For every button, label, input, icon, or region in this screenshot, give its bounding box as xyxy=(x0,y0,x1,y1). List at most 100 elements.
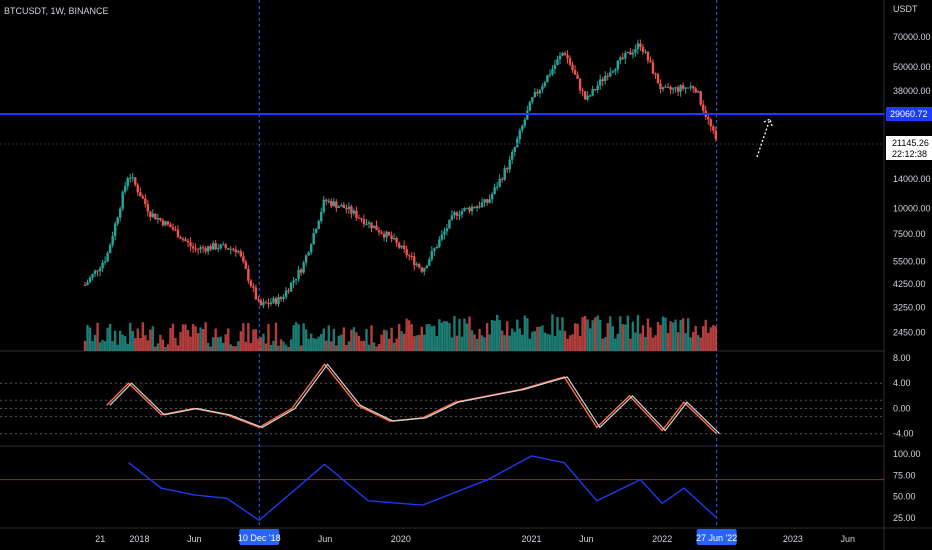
candle-body xyxy=(583,91,587,100)
time-axis-tick: 2023 xyxy=(783,534,803,544)
volume-bar xyxy=(684,333,687,351)
candle-body xyxy=(558,55,562,60)
candle-body xyxy=(287,290,290,292)
candle-body xyxy=(239,251,243,257)
volume-bar xyxy=(418,334,421,351)
candle-body xyxy=(164,221,167,226)
volume-bar xyxy=(646,318,650,351)
candle-body xyxy=(397,242,401,248)
volume-bar xyxy=(681,318,685,351)
candle-body xyxy=(375,225,378,231)
candle-body xyxy=(490,194,494,200)
candle-body xyxy=(111,236,114,245)
volume-bar xyxy=(176,345,180,351)
candle-body xyxy=(312,232,315,245)
candle-body xyxy=(129,177,132,179)
volume-bar xyxy=(156,343,160,351)
candle-body xyxy=(511,151,514,160)
candle-body xyxy=(284,290,288,297)
candle-body xyxy=(503,168,506,180)
volume-bar xyxy=(96,322,99,351)
candle-body xyxy=(684,87,687,89)
axes: 70000.0050000.0038000.0020000.0014000.00… xyxy=(95,32,932,545)
candle-body xyxy=(493,187,496,195)
candle-body xyxy=(330,200,333,206)
candle-body xyxy=(370,222,373,229)
volume-bar xyxy=(420,326,423,351)
volume-bar xyxy=(541,325,544,351)
candle-body xyxy=(161,220,165,226)
candle-body xyxy=(614,69,617,72)
candle-body xyxy=(488,199,491,203)
volume-bar xyxy=(93,334,97,351)
volume-bar xyxy=(151,326,155,351)
candle-body xyxy=(315,228,318,233)
volume-bar xyxy=(508,335,511,351)
volume-bar xyxy=(624,324,627,351)
candle-body xyxy=(216,248,220,250)
candle-body xyxy=(523,119,527,126)
volume-bar xyxy=(186,330,190,351)
volume-bar xyxy=(586,319,589,351)
candle-body xyxy=(458,214,461,216)
rsi-axis-tick: 25.00 xyxy=(893,513,916,523)
volume-bar xyxy=(347,341,351,351)
candle-body xyxy=(267,303,270,305)
volume-bar xyxy=(312,338,315,351)
volume-bar xyxy=(370,325,373,351)
volume-bar xyxy=(709,327,712,351)
volume-bar xyxy=(254,329,258,351)
volume-bar xyxy=(365,328,368,351)
candle-body xyxy=(629,51,632,55)
volume-bar xyxy=(357,335,361,351)
candle-body xyxy=(551,68,554,75)
volume-bar xyxy=(126,343,129,351)
volume-bar xyxy=(113,330,117,351)
candle-body xyxy=(483,199,486,203)
volume-bar xyxy=(111,341,114,351)
volume-bar xyxy=(232,346,235,351)
candle-body xyxy=(621,57,625,59)
volume-bar xyxy=(571,334,574,351)
candle-body xyxy=(304,255,308,263)
candle-body xyxy=(702,104,705,111)
volume-bar xyxy=(299,345,303,351)
oscillator-axis-tick: 0.00 xyxy=(893,403,911,413)
candle-body xyxy=(576,74,579,79)
candle-body xyxy=(433,248,436,252)
candle-body xyxy=(604,75,607,81)
candle-body xyxy=(699,91,702,105)
candle-body xyxy=(186,240,190,243)
candle-body xyxy=(357,217,361,219)
time-axis-tick: 2022 xyxy=(652,534,672,544)
volume-bar xyxy=(325,340,328,351)
volume-bar xyxy=(639,333,642,351)
price-candles xyxy=(83,39,718,309)
currency-label: USDT xyxy=(893,4,918,14)
candle-body xyxy=(646,51,650,61)
volume-bar xyxy=(450,337,454,351)
volume-bar xyxy=(287,346,290,351)
rsi-axis-tick: 75.00 xyxy=(893,470,916,480)
candle-body xyxy=(516,139,519,148)
resistance-tag xyxy=(886,107,932,121)
candle-body xyxy=(169,224,172,228)
candle-body xyxy=(485,199,489,203)
volume-bar xyxy=(101,339,104,351)
volume-bar xyxy=(523,315,527,351)
candle-body xyxy=(443,231,446,235)
volume-bar xyxy=(503,335,506,351)
candle-body xyxy=(596,85,599,90)
volume-bar xyxy=(488,334,491,351)
candle-body xyxy=(601,79,604,81)
candle-body xyxy=(448,219,451,229)
candle-body xyxy=(201,247,205,249)
date-badge-label: 27 Jun '22 xyxy=(696,533,737,543)
volume-bar xyxy=(433,325,436,351)
volume-bar xyxy=(659,324,662,351)
candle-body xyxy=(171,227,175,230)
volume-bar xyxy=(375,346,378,351)
candle-body xyxy=(634,49,637,53)
candle-body xyxy=(166,221,170,225)
